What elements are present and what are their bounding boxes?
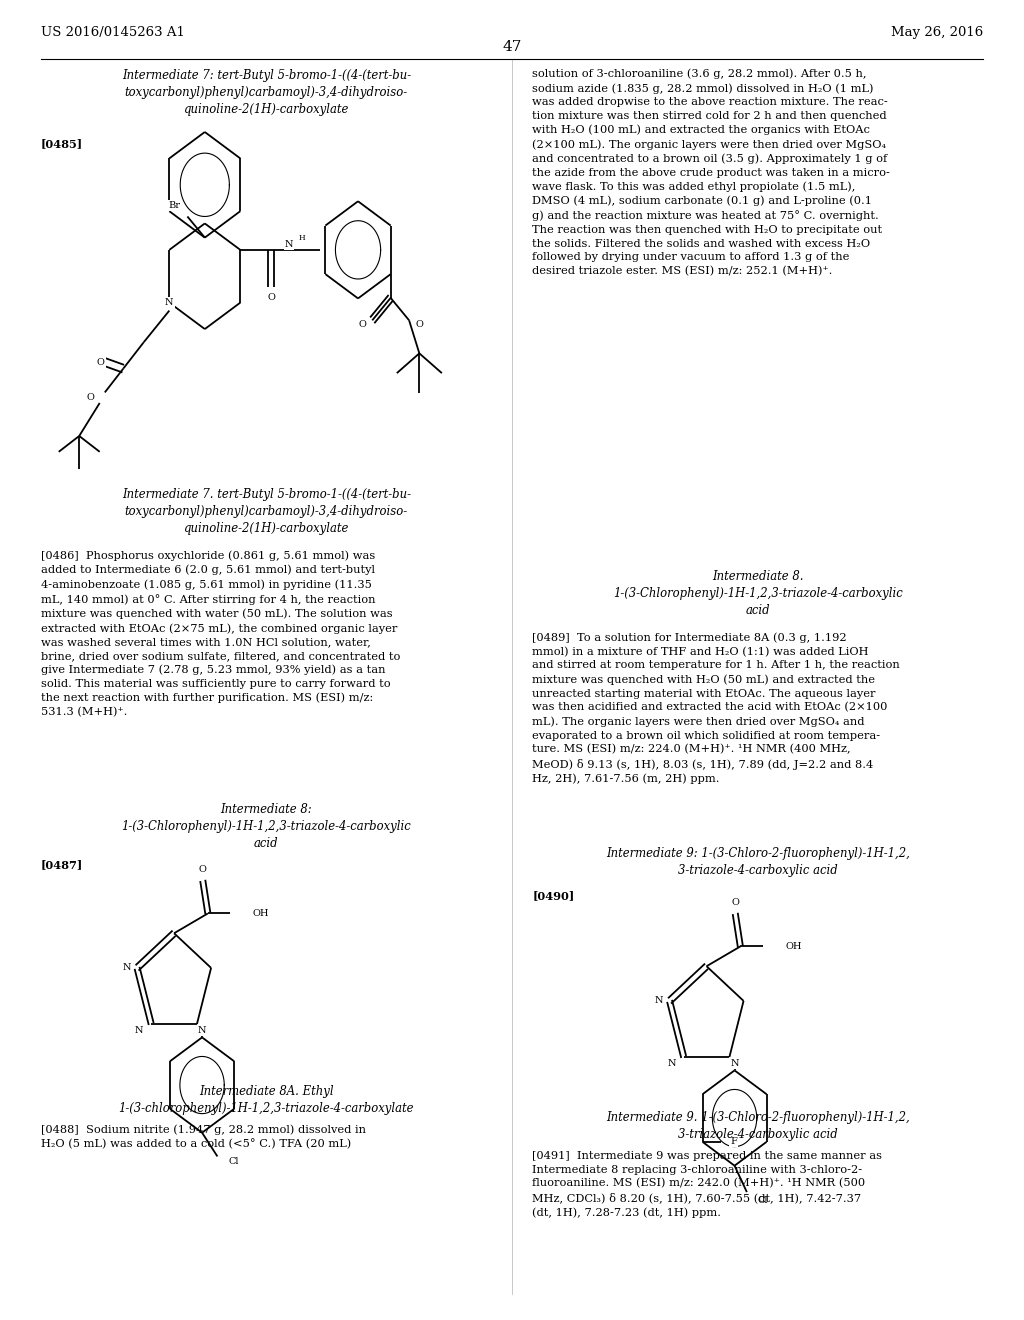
Text: F: F xyxy=(730,1138,737,1146)
Text: Intermediate 8A. Ethyl
1-(3-chlorophenyl)-1H-1,2,3-triazole-4-carboxylate: Intermediate 8A. Ethyl 1-(3-chlorophenyl… xyxy=(119,1085,414,1115)
Text: Intermediate 8:
1-(3-Chlorophenyl)-1H-1,2,3-triazole-4-carboxylic
acid: Intermediate 8: 1-(3-Chlorophenyl)-1H-1,… xyxy=(122,803,411,850)
Text: [0485]: [0485] xyxy=(41,139,83,149)
Text: [0491]  Intermediate 9 was prepared in the same manner as
Intermediate 8 replaci: [0491] Intermediate 9 was prepared in th… xyxy=(532,1151,883,1218)
Text: N: N xyxy=(285,240,294,249)
Text: N: N xyxy=(165,298,174,308)
Text: N: N xyxy=(135,1026,143,1035)
Text: Intermediate 9: 1-(3-Chloro-2-fluorophenyl)-1H-1,2,
3-triazole-4-carboxylic acid: Intermediate 9: 1-(3-Chloro-2-fluorophen… xyxy=(606,847,909,878)
Text: O: O xyxy=(416,319,423,329)
Text: Cl: Cl xyxy=(228,1158,240,1167)
Text: O: O xyxy=(87,393,94,403)
Text: solution of 3-chloroaniline (3.6 g, 28.2 mmol). After 0.5 h,
sodium azide (1.835: solution of 3-chloroaniline (3.6 g, 28.2… xyxy=(532,69,890,276)
Text: [0490]: [0490] xyxy=(532,890,574,900)
Text: Br: Br xyxy=(168,202,180,210)
Text: [0486]  Phosphorus oxychloride (0.861 g, 5.61 mmol) was
added to Intermediate 6 : [0486] Phosphorus oxychloride (0.861 g, … xyxy=(41,550,400,717)
Text: Intermediate 7: tert-Butyl 5-bromo-1-((4-(tert-bu-
toxycarbonyl)phenyl)carbamoyl: Intermediate 7: tert-Butyl 5-bromo-1-((4… xyxy=(122,69,411,116)
Text: US 2016/0145263 A1: US 2016/0145263 A1 xyxy=(41,26,185,40)
Text: OH: OH xyxy=(785,942,802,950)
Text: N: N xyxy=(198,1026,206,1035)
Text: Intermediate 8.
1-(3-Chlorophenyl)-1H-1,2,3-triazole-4-carboxylic
acid: Intermediate 8. 1-(3-Chlorophenyl)-1H-1,… xyxy=(613,570,902,618)
Text: O: O xyxy=(731,899,739,907)
Text: [0487]: [0487] xyxy=(41,859,83,870)
Text: O: O xyxy=(199,866,207,874)
Text: [0489]  To a solution for Intermediate 8A (0.3 g, 1.192
mmol) in a mixture of TH: [0489] To a solution for Intermediate 8A… xyxy=(532,632,900,784)
Text: N: N xyxy=(668,1059,676,1068)
Text: OH: OH xyxy=(253,909,269,917)
Text: Cl: Cl xyxy=(757,1196,768,1205)
Text: O: O xyxy=(267,293,274,302)
Text: H: H xyxy=(299,234,305,242)
Text: May 26, 2016: May 26, 2016 xyxy=(891,26,983,40)
Text: O: O xyxy=(358,319,366,329)
Text: N: N xyxy=(123,964,131,973)
Text: O: O xyxy=(97,358,104,367)
Text: [0488]  Sodium nitrite (1.947 g, 28.2 mmol) dissolved in
H₂O (5 mL) was added to: [0488] Sodium nitrite (1.947 g, 28.2 mmo… xyxy=(41,1125,366,1150)
Text: N: N xyxy=(655,997,664,1006)
Text: Intermediate 7. tert-Butyl 5-bromo-1-((4-(tert-bu-
toxycarbonyl)phenyl)carbamoyl: Intermediate 7. tert-Butyl 5-bromo-1-((4… xyxy=(122,488,411,536)
Text: Intermediate 9. 1-(3-Chloro-2-fluorophenyl)-1H-1,2,
3-triazole-4-carboxylic acid: Intermediate 9. 1-(3-Chloro-2-fluorophen… xyxy=(606,1111,909,1142)
Text: 47: 47 xyxy=(503,40,521,54)
Text: N: N xyxy=(730,1059,738,1068)
